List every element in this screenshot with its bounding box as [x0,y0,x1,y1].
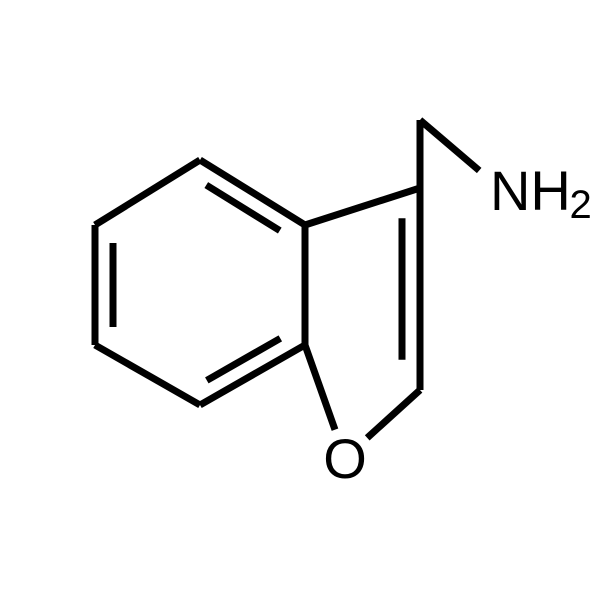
bond-layer [95,120,479,438]
amine-group-label: NH2 [490,159,592,227]
svg-text:2: 2 [570,183,592,227]
svg-text:N: N [490,159,530,222]
svg-text:H: H [530,159,570,222]
chemical-structure: O NH2 [0,0,600,600]
oxygen-atom-label: O [323,427,367,490]
